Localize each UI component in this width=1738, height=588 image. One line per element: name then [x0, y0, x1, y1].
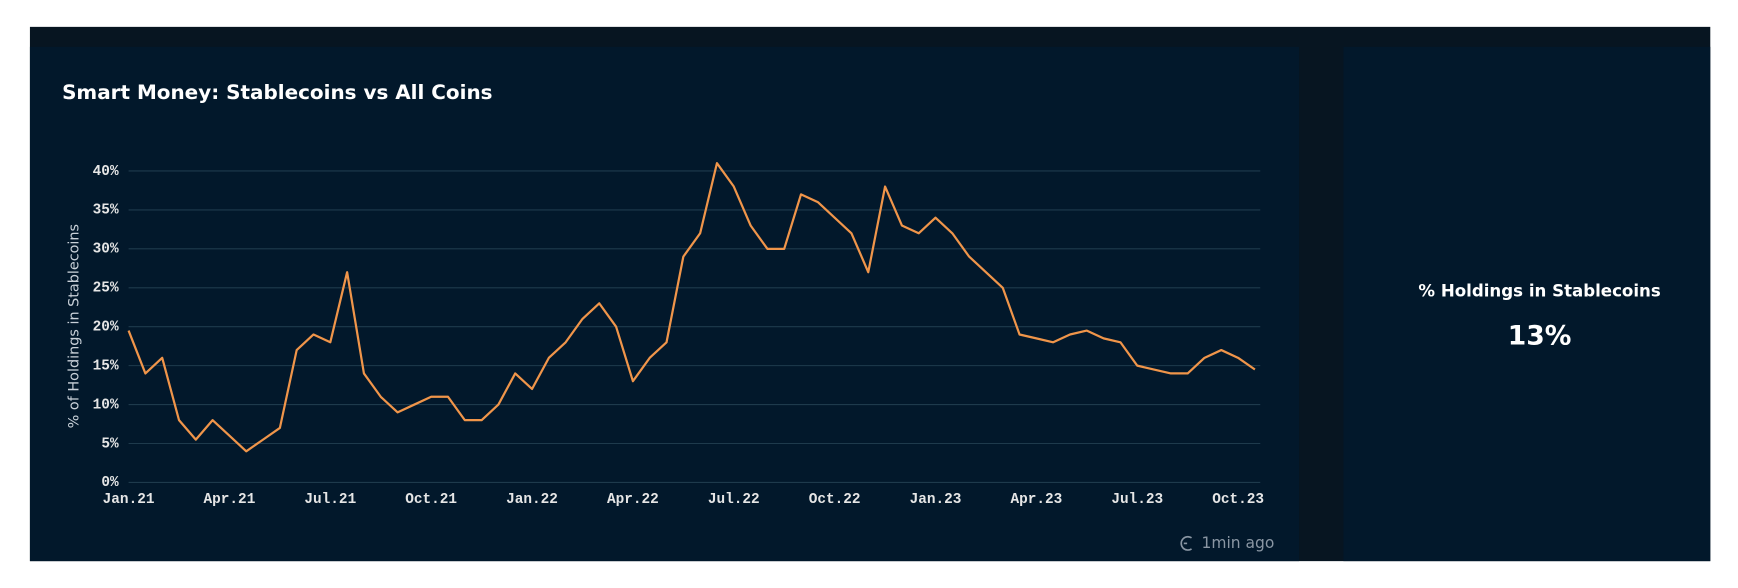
data-line [127, 162, 1256, 453]
y-tick-label: 0% [101, 475, 119, 491]
x-tick-label: Jan.21 [103, 492, 155, 508]
y-tick-label: 25% [93, 281, 119, 297]
y-tick-label: 40% [93, 164, 119, 180]
kpi-label: % Holdings in Stablecoins [1418, 281, 1660, 300]
x-tick-label: Apr.22 [607, 492, 659, 508]
y-tick-label: 15% [93, 358, 119, 374]
y-tick-label: 35% [93, 203, 119, 219]
kpi-value: 13% [1508, 321, 1572, 352]
kpi-panel [1343, 46, 1711, 562]
x-tick-label: Jan.23 [910, 492, 962, 508]
x-tick-label: Oct.23 [1212, 492, 1264, 508]
chart-panel [29, 46, 1300, 562]
x-tick-label: Jan.22 [506, 492, 558, 508]
x-tick-label: Apr.23 [1010, 492, 1062, 508]
x-tick-label: Oct.22 [809, 492, 861, 508]
refresh-icon[interactable] [1180, 535, 1193, 551]
x-tick-label: Jul.23 [1111, 492, 1163, 508]
y-tick-label: 5% [101, 436, 119, 452]
x-tick-label: Jul.21 [304, 492, 356, 508]
y-tick-label: 20% [93, 319, 119, 335]
x-tick-label: Oct.21 [405, 492, 457, 508]
x-tick-label: Apr.21 [204, 492, 256, 508]
y-tick-label: 10% [93, 397, 119, 413]
x-tick-label: Jul.22 [708, 492, 760, 508]
refresh-arc [1180, 535, 1193, 551]
chart-title: Smart Money: Stablecoins vs All Coins [62, 80, 492, 104]
updated-label: 1min ago [1202, 534, 1275, 552]
y-axis-label: % of Holdings in Stablecoins [66, 224, 82, 428]
y-tick-label: 30% [93, 242, 119, 258]
